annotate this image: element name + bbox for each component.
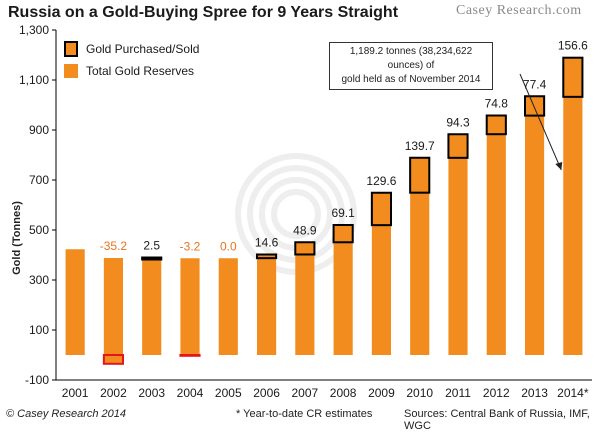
data-label: 94.3 [446,115,470,129]
purchased-bar [370,191,393,227]
y-tick-label: 100 [29,323,49,337]
annotation-line-2: gold held as of November 2014 [341,74,481,85]
legend-swatch-reserves [64,64,78,78]
reserve-bar [103,258,123,355]
data-label: 0.0 [220,239,237,253]
legend-swatch-purchased [64,41,78,57]
x-tick-label: 2001 [62,386,89,400]
reserve-bar [142,257,162,355]
legend-item-purchased: Gold Purchased/Sold [64,38,199,60]
data-label: 74.8 [485,97,509,111]
purchased-bar [485,114,507,136]
y-tick-label: 900 [29,123,49,137]
purchased-bar [524,95,546,117]
estimate-note: * Year-to-date CR estimates [236,408,373,420]
purchased-bar [141,256,163,261]
reserve-bar [295,242,315,355]
y-tick-label: 300 [29,273,49,287]
reserve-bar [371,192,391,355]
data-label: 156.6 [558,39,588,53]
watermark-ring-3 [271,189,321,239]
y-tick-label: -100 [25,373,49,387]
reserve-bar [448,134,468,355]
annotation-callout: 1,189.2 tonnes (38,234,622 ounces) of go… [329,42,493,90]
data-label: 139.7 [405,139,435,153]
y-tick-label: 1,300 [19,23,49,37]
reserve-bar [218,258,238,355]
purchased-bar [294,241,316,256]
legend: Gold Purchased/Sold Total Gold Reserves [64,38,199,82]
data-label: 129.6 [366,174,396,188]
annotation-arrow-head [555,162,563,170]
sold-bar [179,354,201,357]
data-label: -3.2 [180,239,201,253]
data-label: 14.6 [255,236,279,250]
annotation-line-1: 1,189.2 tonnes (38,234,622 ounces) of [349,46,473,71]
purchased-bar [256,253,278,260]
reserve-bar [525,96,545,355]
x-tick-label: 2002 [100,386,127,400]
data-label: 48.9 [293,223,317,237]
reserve-bar [180,258,200,355]
x-tick-label: 2008 [330,386,357,400]
x-tick-label: 2012 [483,386,510,400]
annotation-arrow-line [519,73,562,171]
legend-item-reserves: Total Gold Reserves [64,60,199,82]
brand-logo: Casey Research.com [456,3,582,18]
reserve-bar [333,225,353,355]
purchased-bar [562,56,584,98]
reserve-bar [486,115,506,355]
reserve-bar [563,57,583,355]
x-tick-label: 2007 [292,386,319,400]
chart-title: Russia on a Gold-Buying Spree for 9 Year… [8,4,399,21]
reserve-bar [257,254,277,355]
y-tick-label: 500 [29,223,49,237]
purchased-bar [332,224,354,244]
x-tick-label: 2004 [177,386,204,400]
data-label: 69.1 [331,206,355,220]
purchased-bar [447,133,469,159]
sold-bar [102,354,124,365]
x-tick-label: 2014* [557,386,589,400]
y-tick-label: 700 [29,173,49,187]
x-tick-label: 2003 [138,386,165,400]
reserve-bar [65,249,85,355]
data-label: -35.2 [100,239,128,253]
y-axis-label: Gold (Tonnes) [11,201,23,275]
y-tick-label: 1,100 [19,73,49,87]
data-label: 77.4 [523,77,547,91]
x-tick-label: 2009 [368,386,395,400]
reserve-bar [410,157,430,355]
x-tick-label: 2005 [215,386,242,400]
x-tick-label: 2011 [445,386,471,400]
x-tick-label: 2006 [253,386,280,400]
legend-label-reserves: Total Gold Reserves [86,64,195,78]
legend-label-purchased: Gold Purchased/Sold [86,42,200,56]
purchased-bar [409,156,431,194]
x-tick-label: 2010 [406,386,433,400]
x-tick-label: 2013 [521,386,548,400]
copyright-note: © Casey Research 2014 [6,408,127,420]
sources-note: Sources: Central Bank of Russia, IMF, WG… [404,408,590,432]
data-label: 2.5 [143,239,160,253]
